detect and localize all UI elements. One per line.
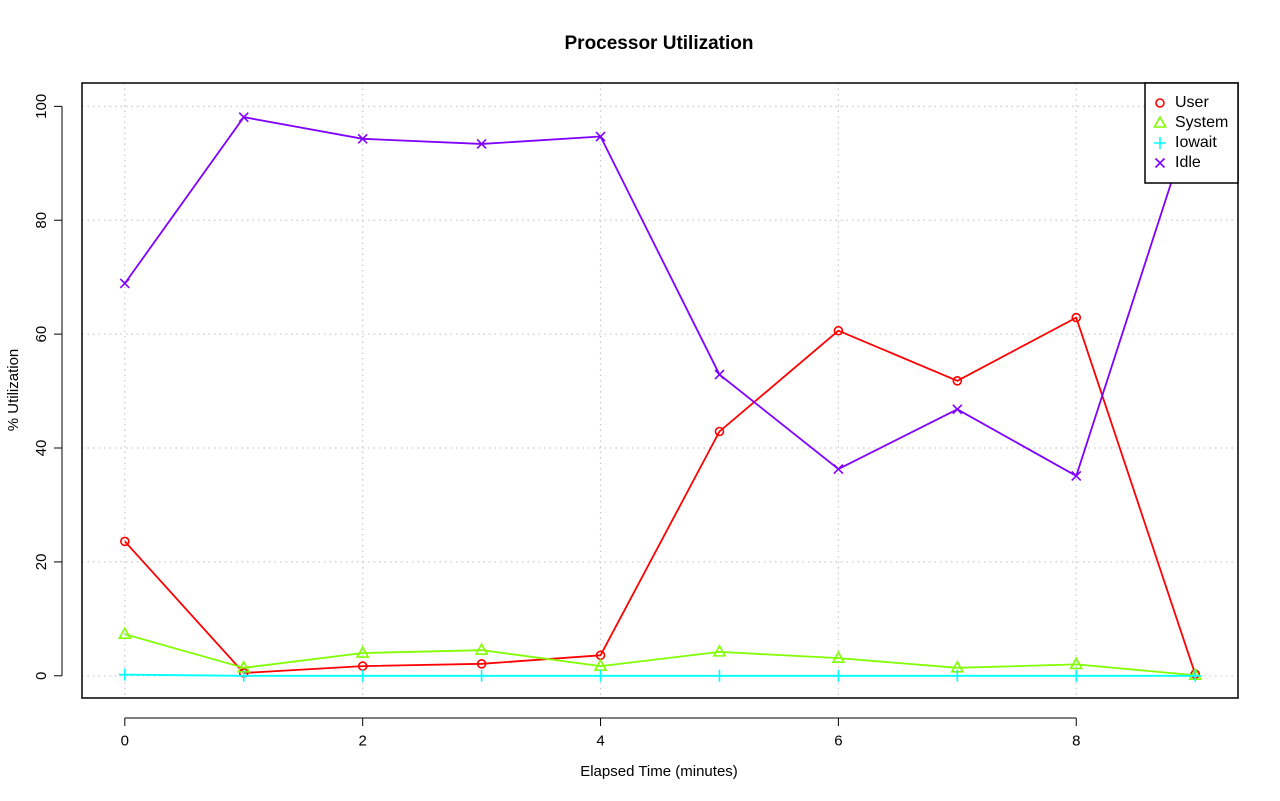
data-point (831, 650, 846, 663)
grid-lines (82, 83, 1238, 698)
data-point (951, 669, 964, 682)
y-tick-label: 20 (33, 554, 50, 571)
data-point (1070, 669, 1083, 682)
series-line (124, 673, 1196, 677)
data-point (952, 376, 963, 386)
data-point (833, 325, 844, 336)
data-point (1189, 669, 1202, 682)
x-tick-label: 4 (596, 732, 604, 749)
series-line (124, 316, 1197, 675)
data-point (594, 669, 607, 682)
series-layer (117, 103, 1203, 682)
legend-marker (1153, 115, 1167, 128)
data-point (474, 642, 489, 655)
series-line (124, 633, 1196, 677)
x-tick-label: 6 (834, 732, 842, 749)
data-point (238, 112, 249, 123)
legend-item: Iowait (1154, 134, 1217, 151)
legend-label: System (1175, 114, 1228, 131)
data-point (120, 536, 130, 547)
data-point (832, 669, 845, 682)
data-point (1071, 312, 1082, 323)
data-point (714, 426, 725, 437)
y-tick-label: 80 (33, 212, 50, 229)
series-user (120, 312, 1200, 679)
data-point (714, 369, 725, 380)
data-point (712, 644, 727, 657)
x-tick-label: 0 (121, 732, 129, 749)
y-tick-label: 0 (33, 672, 50, 680)
data-point (1071, 470, 1082, 481)
data-point (952, 404, 963, 415)
y-tick-label: 100 (33, 94, 50, 119)
series-iowait (118, 668, 1202, 682)
legend-item: User (1155, 94, 1209, 111)
legend-marker (1154, 157, 1166, 169)
data-point (237, 669, 250, 682)
x-tick-label: 2 (359, 732, 367, 749)
legend-label: Idle (1175, 154, 1201, 171)
data-point (355, 645, 370, 658)
legend-item: Idle (1154, 154, 1201, 171)
x-tick-label: 8 (1072, 732, 1080, 749)
chart-title: Processor Utilization (565, 33, 754, 54)
data-point (476, 659, 487, 669)
legend: User System Iowait Idle (1144, 82, 1239, 184)
data-point (1069, 656, 1084, 670)
data-point (117, 626, 132, 640)
plot-frame (81, 82, 1239, 699)
legend-marker (1154, 137, 1166, 149)
data-point (356, 669, 369, 682)
y-tick-label: 40 (33, 440, 50, 457)
data-point (357, 133, 368, 144)
legend-label: User (1175, 94, 1209, 111)
data-point (118, 668, 131, 681)
legend-marker (1155, 98, 1165, 108)
data-point (713, 669, 726, 682)
data-point (595, 131, 606, 142)
data-point (475, 669, 488, 682)
data-point (833, 464, 844, 475)
series-idle (119, 103, 1201, 481)
y-axis-label: % Utilization (5, 349, 22, 432)
series-line (124, 108, 1197, 477)
legend-item: System (1153, 114, 1228, 131)
legend-label: Iowait (1175, 134, 1217, 151)
data-point (119, 278, 130, 289)
x-axis-label: Elapsed Time (minutes) (580, 763, 738, 780)
y-tick-label: 60 (33, 326, 50, 343)
data-point (476, 138, 487, 149)
